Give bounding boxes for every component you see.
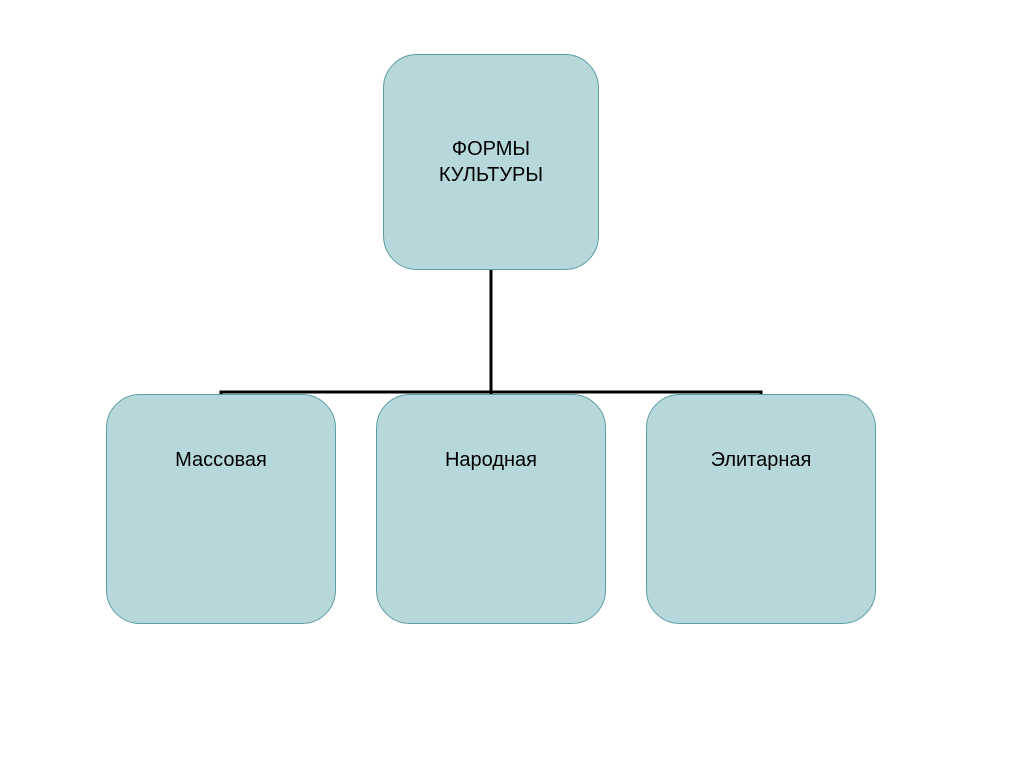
c1-label: Массовая [175, 447, 267, 473]
root-node: ФОРМЫКУЛЬТУРЫ [383, 54, 599, 270]
root-label: ФОРМЫКУЛЬТУРЫ [439, 136, 543, 188]
child-node-c3: Элитарная [646, 394, 876, 624]
c3-label: Элитарная [711, 447, 812, 473]
c2-label: Народная [445, 447, 537, 473]
child-node-c1: Массовая [106, 394, 336, 624]
child-node-c2: Народная [376, 394, 606, 624]
org-tree-diagram: ФОРМЫКУЛЬТУРЫ Массовая Народная Элитарная [0, 0, 1024, 768]
